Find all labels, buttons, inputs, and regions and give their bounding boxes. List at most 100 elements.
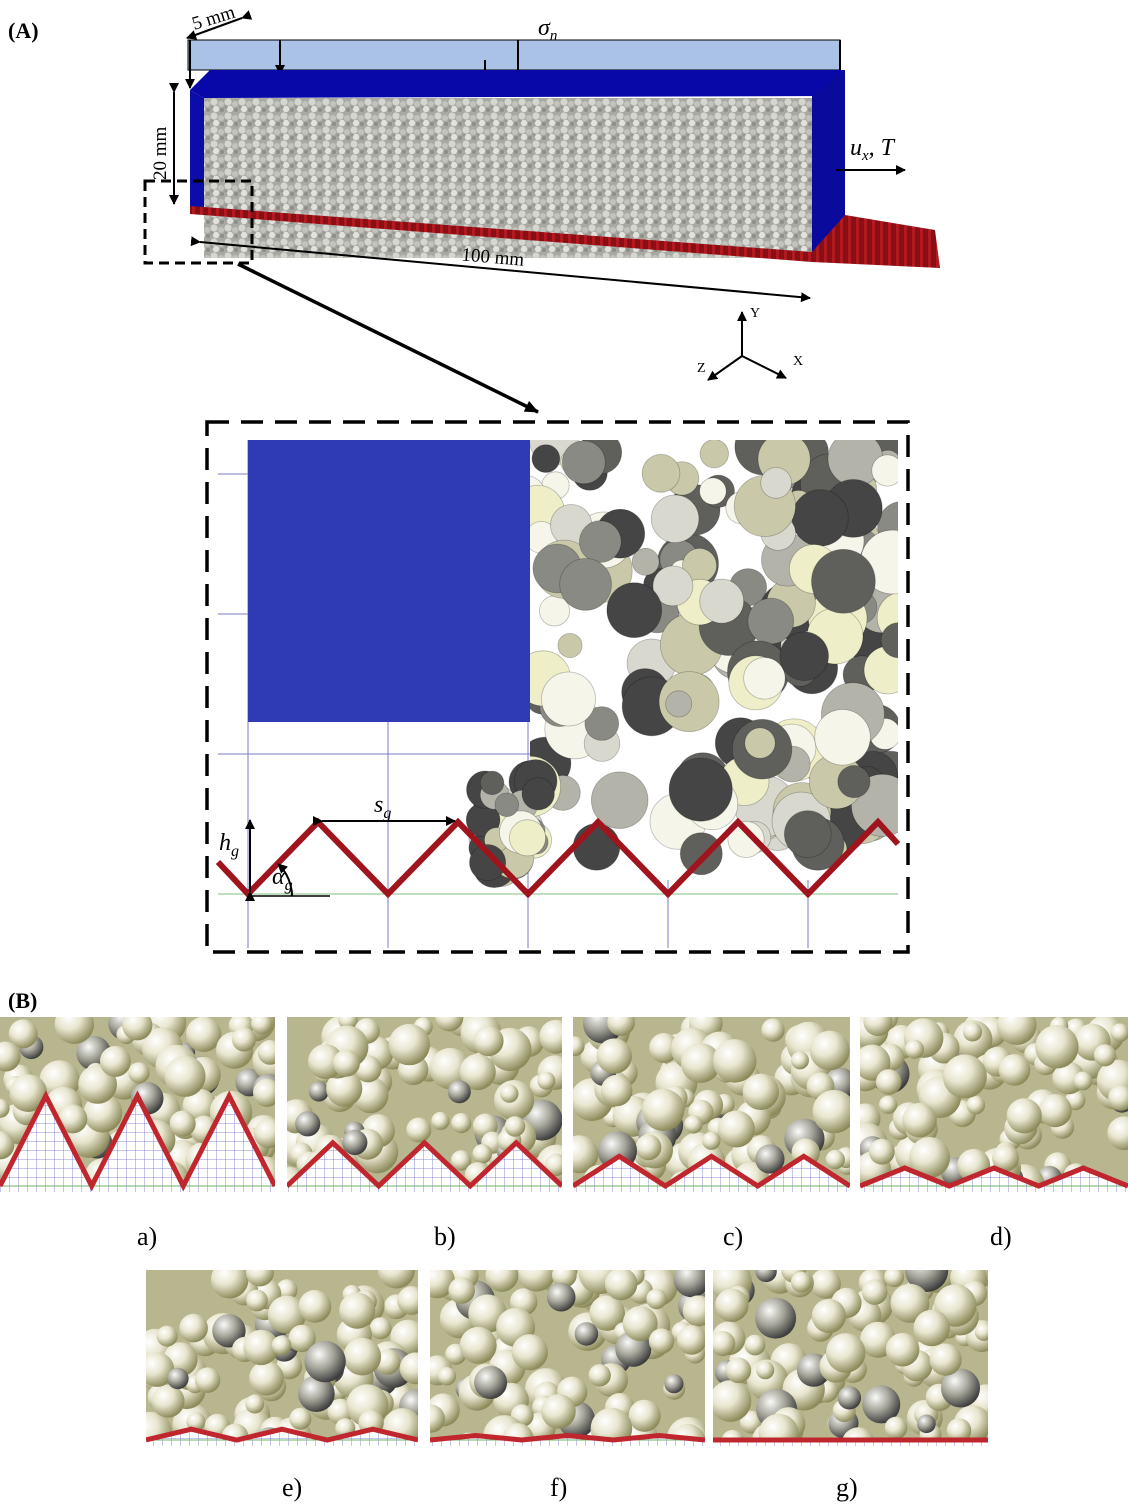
roughness-case-g — [713, 1270, 988, 1446]
particle — [631, 547, 660, 576]
particle — [652, 565, 694, 607]
particle — [747, 597, 795, 645]
normal-stress-label: σn — [538, 15, 557, 44]
particle — [755, 1270, 777, 1283]
particle — [755, 1297, 797, 1339]
particle — [54, 1017, 94, 1044]
particle — [725, 1357, 752, 1384]
particle — [472, 1144, 493, 1164]
particle — [635, 1134, 662, 1161]
particle — [699, 578, 745, 624]
particle — [825, 1333, 866, 1373]
particle — [743, 657, 786, 700]
particle — [231, 1027, 257, 1052]
particle — [249, 1361, 284, 1396]
particle — [879, 1095, 898, 1114]
particle — [727, 820, 765, 858]
particle — [946, 1418, 972, 1443]
particle — [473, 1025, 504, 1057]
particle — [679, 832, 723, 876]
particle — [511, 1334, 548, 1371]
particle — [812, 1089, 850, 1134]
particle — [761, 1018, 785, 1042]
particle — [551, 1270, 577, 1288]
particle — [343, 1337, 382, 1376]
particle — [437, 1367, 457, 1386]
asperity-profile — [860, 1165, 1128, 1189]
particle — [996, 1017, 1037, 1045]
particle — [942, 1054, 987, 1099]
particle — [326, 1070, 363, 1107]
particle — [459, 1053, 496, 1091]
particle — [397, 1286, 418, 1315]
particle — [521, 777, 555, 811]
particle — [388, 1023, 430, 1066]
particle — [584, 706, 620, 741]
caption-b: b) — [434, 1222, 456, 1251]
asperity-spacing-label: sg — [374, 792, 391, 822]
particle — [431, 1111, 450, 1131]
particle — [58, 1104, 88, 1134]
particle — [308, 1044, 343, 1080]
caption-f: f) — [550, 1473, 568, 1502]
particle — [646, 1288, 667, 1310]
particle — [557, 633, 583, 659]
particle — [648, 1328, 675, 1354]
particle — [992, 1144, 1019, 1172]
caption-e: e) — [282, 1473, 303, 1502]
caption-g: g) — [836, 1473, 858, 1502]
particle — [713, 1330, 736, 1357]
shear-box-left-end — [190, 90, 204, 212]
particle — [546, 1282, 576, 1312]
particle — [1006, 1098, 1042, 1134]
particle — [884, 1270, 905, 1287]
particle — [257, 1040, 275, 1065]
particle — [517, 1270, 556, 1292]
rough-base-extension — [812, 215, 940, 268]
particle — [622, 1306, 658, 1341]
particle — [179, 1313, 208, 1343]
particle — [756, 1361, 775, 1380]
particle — [649, 1033, 680, 1063]
particle — [99, 1045, 131, 1077]
asperity-height-label: hg — [219, 830, 239, 860]
zoom-region — [143, 179, 254, 265]
particle — [194, 1367, 221, 1393]
particle — [966, 1095, 986, 1115]
asperity-profile — [215, 817, 901, 899]
shear-model-diagram: 5 mm 20 mm 100 mm σn ux, T Y X Z — [143, 2, 940, 954]
y-axis-label: Y — [750, 306, 760, 321]
particle — [308, 1081, 329, 1102]
particle — [9, 1074, 48, 1112]
particle — [508, 819, 546, 857]
particle — [78, 1065, 117, 1104]
particle — [559, 558, 612, 611]
particle — [702, 1131, 721, 1150]
particle — [884, 1416, 908, 1440]
particle — [342, 1129, 368, 1156]
particle — [447, 1080, 471, 1104]
particle — [791, 1051, 809, 1070]
particle — [673, 1270, 705, 1298]
shear-box-right-end — [812, 70, 845, 258]
particle — [83, 1093, 123, 1133]
particle — [253, 1078, 275, 1107]
particle — [128, 1062, 150, 1084]
particle — [479, 770, 505, 796]
particle — [810, 1270, 841, 1299]
asperity-angle-label: αg — [272, 864, 293, 894]
particle — [500, 1084, 519, 1103]
particle — [880, 622, 898, 659]
particle — [151, 1384, 185, 1418]
detail-frame — [205, 420, 910, 954]
particle — [186, 1017, 222, 1052]
coordinate-axes — [707, 311, 787, 381]
particle — [0, 1098, 10, 1118]
particle — [744, 727, 776, 759]
particle — [837, 1386, 862, 1410]
particle — [339, 1292, 376, 1329]
particle — [494, 792, 520, 818]
particle — [574, 1322, 599, 1346]
particle — [578, 520, 622, 563]
particle — [699, 440, 729, 469]
